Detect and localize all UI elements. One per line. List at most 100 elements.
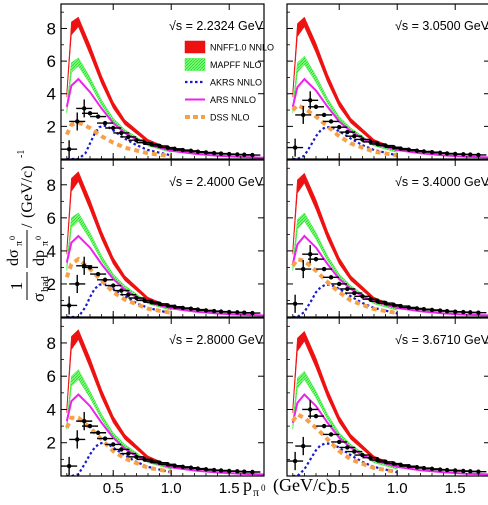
x-tick-label: 1.0 bbox=[387, 480, 408, 497]
data-point bbox=[97, 120, 114, 126]
x-axis-unit: (GeV/c) bbox=[273, 475, 332, 496]
data-point bbox=[97, 436, 114, 441]
data-point-marker bbox=[82, 418, 87, 424]
data-point bbox=[76, 99, 93, 118]
plot-area bbox=[287, 330, 488, 476]
data-point-marker bbox=[87, 111, 93, 116]
data-point bbox=[105, 125, 122, 131]
legend-entry: MAPFF NLO bbox=[184, 58, 262, 71]
y-tick-label: 6 bbox=[47, 52, 56, 71]
data-point bbox=[90, 271, 107, 277]
data-point bbox=[369, 299, 386, 304]
y-axis-slash: / bbox=[19, 223, 36, 228]
data-point-marker bbox=[87, 423, 93, 429]
data-point-marker bbox=[95, 271, 101, 277]
x-tick-label: 0.5 bbox=[103, 480, 124, 497]
data-point bbox=[295, 105, 312, 124]
data-point-marker bbox=[180, 305, 185, 311]
data-point-marker bbox=[75, 119, 80, 124]
legend-entry: ARS NNLO bbox=[185, 95, 256, 105]
dss-line bbox=[291, 411, 398, 474]
data-point-marker bbox=[102, 120, 108, 126]
plot-area bbox=[61, 16, 264, 159]
data-point-marker bbox=[313, 104, 319, 109]
y-axis-num: dσ bbox=[5, 249, 22, 266]
data-point-marker bbox=[126, 134, 131, 140]
y-axis-one: 1 bbox=[7, 282, 26, 291]
data-point-marker bbox=[476, 152, 481, 158]
data-point bbox=[287, 294, 304, 313]
plot-area bbox=[287, 16, 488, 159]
data-point-marker bbox=[195, 466, 201, 471]
y-tick-label: 8 bbox=[47, 19, 56, 38]
data-point bbox=[90, 114, 107, 119]
data-point bbox=[339, 445, 356, 450]
y-tick-label: 2 bbox=[47, 117, 56, 136]
data-point-marker bbox=[180, 464, 185, 470]
panel-frame bbox=[60, 159, 265, 318]
data-point-marker bbox=[102, 277, 108, 283]
data-point bbox=[302, 245, 319, 264]
legend-label: DSS NLO bbox=[210, 113, 250, 123]
data-point bbox=[354, 452, 371, 458]
data-point-marker bbox=[188, 148, 194, 154]
data-point bbox=[105, 442, 122, 447]
data-point bbox=[295, 436, 312, 456]
data-point bbox=[128, 295, 145, 301]
mapff-band bbox=[66, 57, 172, 153]
data-point-marker bbox=[328, 119, 334, 124]
data-point bbox=[69, 112, 86, 131]
data-point bbox=[244, 469, 261, 475]
panel-1: 2 4 6 8 √s = 2.2324 GeV bbox=[47, 3, 265, 160]
legend-label: NNFF1.0 NNLO bbox=[210, 43, 274, 53]
data-point bbox=[323, 275, 340, 280]
data-point bbox=[346, 133, 363, 139]
y-axis-num-sub: π bbox=[14, 241, 25, 246]
data-point-marker bbox=[242, 469, 247, 474]
mapff-band bbox=[66, 369, 172, 470]
data-point bbox=[339, 286, 356, 292]
legend-entry: DSS NLO bbox=[185, 113, 250, 123]
panels: 2 4 6 8 √s = 2.2324 GeV √s = 3.0500 GeV 2 4 6 8 √s… bbox=[47, 3, 488, 497]
data-point bbox=[346, 290, 363, 296]
y-axis-unit: (GeV/c) bbox=[19, 166, 36, 218]
data-point bbox=[113, 130, 130, 136]
data-point-marker bbox=[134, 295, 139, 301]
y-tick-label: 4 bbox=[47, 400, 56, 419]
data-point bbox=[82, 111, 98, 116]
y-axis-num-sup: 0 bbox=[8, 236, 17, 240]
data-point-marker bbox=[308, 407, 313, 412]
data-point bbox=[308, 104, 324, 109]
data-point bbox=[128, 138, 145, 143]
data-point bbox=[369, 457, 386, 463]
data-point-marker bbox=[468, 310, 473, 315]
data-point-marker bbox=[119, 447, 124, 452]
data-point bbox=[174, 305, 191, 311]
plot-area bbox=[287, 172, 488, 317]
data-point bbox=[392, 303, 409, 309]
data-point bbox=[331, 439, 348, 445]
akrs-line bbox=[292, 442, 398, 476]
legend-label: AKRS NNLO bbox=[210, 78, 262, 88]
data-point-marker bbox=[345, 445, 350, 450]
data-point-marker bbox=[66, 147, 72, 152]
data-point-marker bbox=[292, 301, 298, 306]
panel-frame bbox=[60, 317, 265, 477]
data-point bbox=[136, 457, 153, 462]
data-point-marker bbox=[82, 106, 87, 111]
panel-frame bbox=[286, 159, 488, 318]
data-point-marker bbox=[414, 148, 420, 153]
data-point bbox=[362, 455, 379, 460]
data-point-marker bbox=[242, 310, 247, 315]
data-point-marker bbox=[66, 303, 72, 308]
data-point bbox=[97, 277, 114, 283]
y-tick-label: 4 bbox=[47, 85, 56, 104]
data-point-marker bbox=[134, 454, 139, 460]
data-point-marker bbox=[328, 275, 334, 280]
data-point-marker bbox=[313, 413, 319, 419]
akrs-line bbox=[66, 441, 172, 476]
data-point bbox=[120, 451, 137, 456]
y-axis-had: had bbox=[39, 276, 51, 292]
data-point bbox=[362, 139, 379, 145]
data-point-marker bbox=[345, 129, 350, 135]
